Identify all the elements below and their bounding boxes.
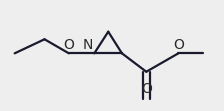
- Text: O: O: [63, 38, 74, 52]
- Text: O: O: [141, 82, 152, 96]
- Text: O: O: [173, 38, 184, 52]
- Text: N: N: [83, 38, 93, 52]
